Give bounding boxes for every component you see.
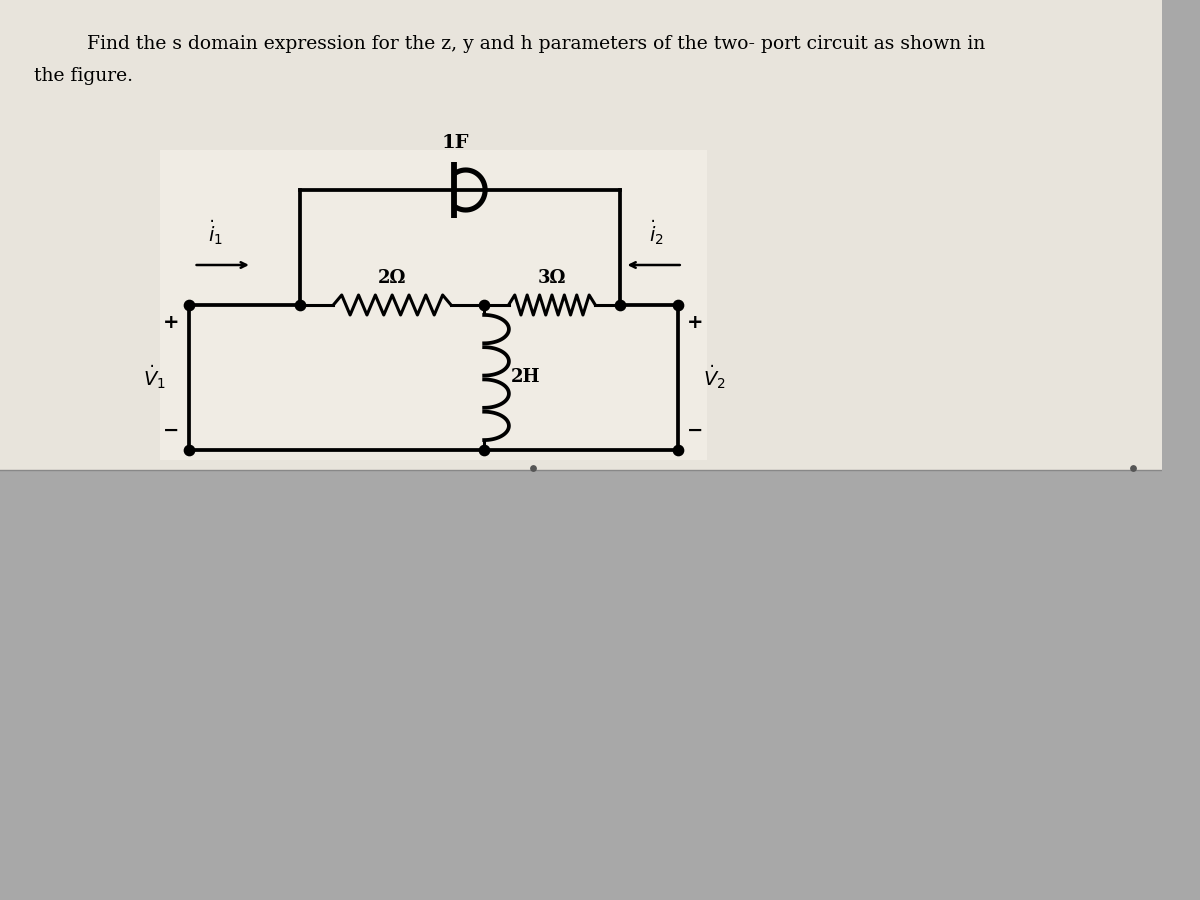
- Text: the figure.: the figure.: [34, 67, 133, 85]
- Point: [290, 298, 310, 312]
- Point: [1123, 461, 1142, 475]
- Text: $\dot{i}_1$: $\dot{i}_1$: [209, 218, 223, 247]
- Text: +: +: [163, 313, 180, 332]
- Text: $\dot{V}_2$: $\dot{V}_2$: [703, 364, 726, 392]
- Text: +: +: [688, 313, 703, 332]
- Point: [179, 298, 198, 312]
- Point: [474, 298, 493, 312]
- Text: −: −: [163, 420, 180, 439]
- Bar: [0, 0, 1162, 470]
- Point: [668, 443, 688, 457]
- Text: 2Ω: 2Ω: [378, 269, 407, 287]
- Text: −: −: [688, 420, 703, 439]
- Point: [610, 298, 629, 312]
- Text: $\dot{i}_2$: $\dot{i}_2$: [649, 218, 664, 247]
- Point: [668, 298, 688, 312]
- Bar: [160, 150, 707, 460]
- Text: 2H: 2H: [511, 368, 541, 386]
- Text: 1F: 1F: [442, 134, 469, 152]
- Text: $\dot{V}_1$: $\dot{V}_1$: [144, 364, 167, 392]
- Text: 3Ω: 3Ω: [538, 269, 566, 287]
- Point: [523, 461, 542, 475]
- Point: [474, 443, 493, 457]
- Text: Find the s domain expression for the z, y and h parameters of the two- port circ: Find the s domain expression for the z, …: [88, 35, 985, 53]
- Point: [179, 443, 198, 457]
